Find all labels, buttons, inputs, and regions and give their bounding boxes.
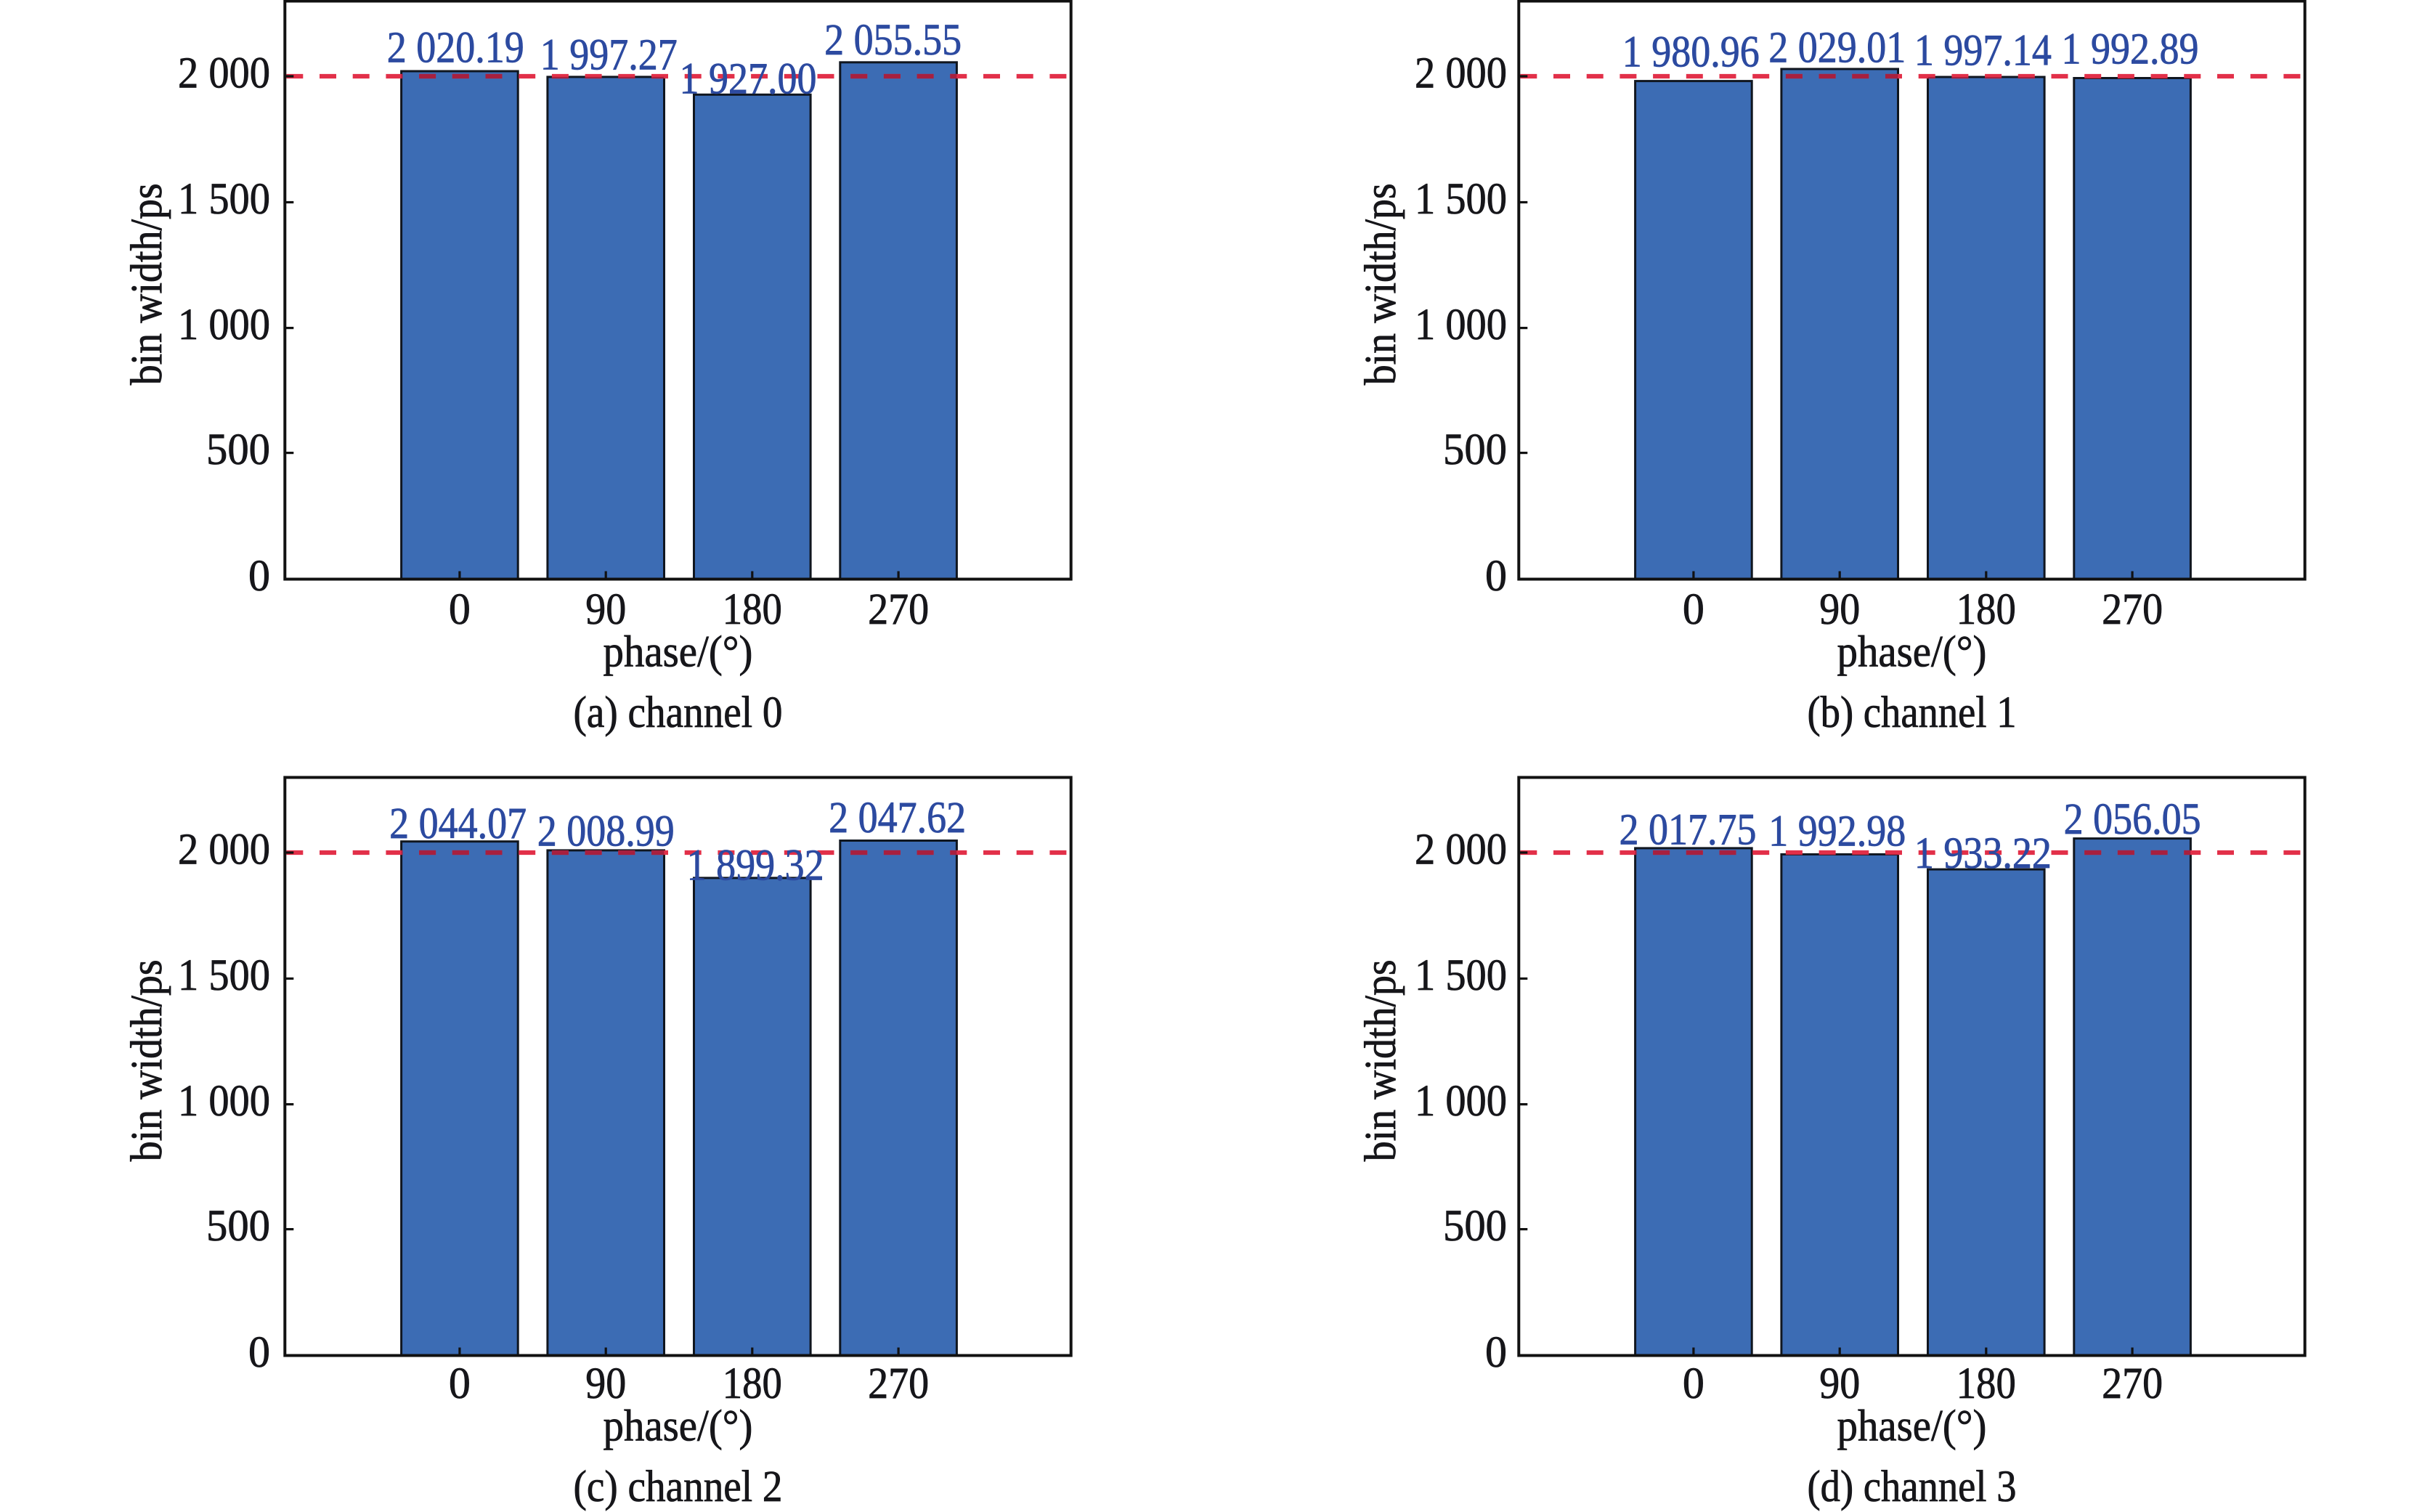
- svg-text:2 000: 2 000: [1415, 49, 1507, 98]
- svg-text:1 000: 1 000: [1415, 1077, 1507, 1126]
- svg-text:270: 270: [868, 1359, 929, 1408]
- svg-text:1 980.96: 1 980.96: [1622, 28, 1760, 77]
- svg-text:500: 500: [1443, 1202, 1507, 1251]
- svg-text:(b) channel 1: (b) channel 1: [1808, 688, 2017, 737]
- svg-text:2 044.07: 2 044.07: [389, 800, 527, 848]
- svg-text:1 933.22: 1 933.22: [1914, 829, 2052, 878]
- svg-text:2 000: 2 000: [178, 826, 270, 874]
- svg-text:1 500: 1 500: [1415, 175, 1507, 224]
- svg-text:phase/(°): phase/(°): [1837, 628, 1987, 677]
- svg-text:2 047.62: 2 047.62: [829, 794, 966, 842]
- svg-text:(a) channel 0: (a) channel 0: [574, 688, 783, 737]
- svg-text:270: 270: [2102, 1359, 2163, 1408]
- svg-text:500: 500: [1443, 426, 1507, 474]
- svg-text:phase/(°): phase/(°): [1837, 1402, 1987, 1451]
- svg-text:0: 0: [1485, 1328, 1507, 1377]
- svg-text:bin width/ps: bin width/ps: [1357, 959, 1405, 1161]
- svg-text:90: 90: [585, 585, 626, 634]
- svg-text:0: 0: [248, 1328, 270, 1377]
- svg-text:bin width/ps: bin width/ps: [123, 959, 171, 1161]
- svg-text:2 029.01: 2 029.01: [1768, 24, 1906, 73]
- svg-text:1 992.98: 1 992.98: [1768, 807, 1906, 855]
- svg-text:1 500: 1 500: [1415, 951, 1507, 1000]
- svg-text:0: 0: [449, 585, 471, 634]
- svg-text:phase/(°): phase/(°): [604, 1402, 753, 1451]
- svg-text:1 899.32: 1 899.32: [687, 842, 824, 890]
- svg-text:1 927.00: 1 927.00: [680, 55, 817, 104]
- svg-text:1 997.27: 1 997.27: [540, 31, 678, 80]
- svg-text:180: 180: [1956, 585, 2016, 634]
- svg-text:90: 90: [585, 1359, 626, 1408]
- svg-text:0: 0: [1485, 552, 1507, 601]
- svg-text:1 997.14: 1 997.14: [1914, 27, 2052, 76]
- svg-text:bin width/ps: bin width/ps: [1357, 183, 1405, 385]
- svg-text:500: 500: [206, 1202, 270, 1251]
- svg-text:180: 180: [723, 585, 782, 634]
- svg-text:270: 270: [868, 585, 929, 634]
- svg-text:1 992.89: 1 992.89: [2062, 25, 2199, 74]
- svg-text:270: 270: [2102, 585, 2163, 634]
- svg-text:0: 0: [248, 552, 270, 601]
- svg-text:90: 90: [1819, 1359, 1860, 1408]
- svg-text:1 500: 1 500: [178, 175, 270, 224]
- svg-text:0: 0: [449, 1359, 471, 1408]
- svg-text:(c) channel 2: (c) channel 2: [574, 1463, 783, 1511]
- svg-text:0: 0: [1683, 585, 1704, 634]
- svg-text:2 000: 2 000: [178, 49, 270, 98]
- svg-text:phase/(°): phase/(°): [604, 628, 753, 677]
- svg-text:1 000: 1 000: [178, 301, 270, 349]
- svg-text:2 017.75: 2 017.75: [1620, 805, 1757, 854]
- svg-text:2 000: 2 000: [1415, 826, 1507, 874]
- svg-text:2 020.19: 2 020.19: [387, 24, 524, 73]
- svg-text:2 008.99: 2 008.99: [537, 807, 675, 855]
- svg-text:90: 90: [1819, 585, 1860, 634]
- svg-text:2 056.05: 2 056.05: [2064, 795, 2201, 844]
- svg-text:1 000: 1 000: [178, 1077, 270, 1126]
- svg-text:bin width/ps: bin width/ps: [123, 183, 171, 385]
- svg-text:0: 0: [1683, 1359, 1704, 1408]
- svg-text:2 055.55: 2 055.55: [824, 16, 962, 65]
- svg-text:180: 180: [1956, 1359, 2016, 1408]
- svg-text:(d) channel 3: (d) channel 3: [1808, 1463, 2017, 1511]
- svg-text:1 000: 1 000: [1415, 301, 1507, 349]
- svg-text:1 500: 1 500: [178, 951, 270, 1000]
- svg-text:180: 180: [723, 1359, 782, 1408]
- svg-text:500: 500: [206, 426, 270, 474]
